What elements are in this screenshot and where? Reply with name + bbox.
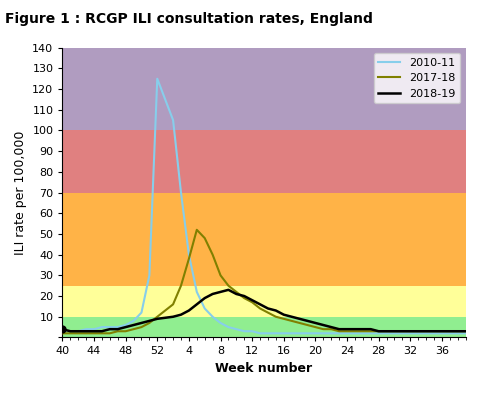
2018-19 (60, 327, 65, 331)
2010-11 (455, 331, 461, 336)
2010-11 (289, 331, 295, 336)
2010-11 (360, 331, 366, 336)
2010-11 (123, 323, 129, 328)
2010-11 (265, 331, 271, 336)
2010-11 (226, 325, 231, 330)
2010-11 (107, 325, 113, 330)
X-axis label: Week number: Week number (216, 362, 312, 375)
2010-11 (99, 325, 105, 330)
Text: Figure 1 : RCGP ILI consultation rates, England: Figure 1 : RCGP ILI consultation rates, … (5, 12, 372, 26)
Y-axis label: ILI rate per 100,000: ILI rate per 100,000 (14, 130, 27, 255)
2010-11 (297, 331, 302, 336)
2010-11 (257, 331, 263, 336)
2010-11 (170, 118, 176, 122)
2010-11 (75, 329, 81, 333)
2010-11 (241, 329, 247, 333)
2010-11 (186, 252, 192, 257)
2010-11 (321, 331, 326, 336)
2010-11 (194, 289, 200, 294)
2010-11 (368, 331, 373, 336)
2018-19 (344, 327, 350, 331)
Line: 2010-11: 2010-11 (62, 79, 473, 333)
2010-11 (336, 331, 342, 336)
Line: 2017-18: 2017-18 (62, 230, 473, 333)
2018-19 (273, 308, 279, 313)
2017-18 (265, 310, 271, 315)
2010-11 (312, 331, 318, 336)
2018-19 (297, 316, 302, 321)
2018-19 (217, 289, 223, 294)
2010-11 (249, 329, 255, 333)
Bar (62, 131, 466, 193)
2010-11 (470, 331, 476, 336)
2010-11 (146, 273, 152, 278)
2010-11 (60, 329, 65, 333)
2010-11 (344, 331, 350, 336)
2018-19 (99, 329, 105, 333)
2010-11 (83, 327, 89, 331)
Bar (62, 317, 466, 337)
2018-19 (470, 329, 476, 333)
Legend: 2010-11, 2017-18, 2018-19: 2010-11, 2017-18, 2018-19 (373, 53, 460, 103)
2010-11 (131, 318, 136, 323)
2010-11 (155, 76, 160, 81)
2017-18 (447, 329, 453, 333)
2017-18 (91, 331, 97, 336)
2017-18 (336, 329, 342, 333)
Bar (62, 286, 466, 317)
2010-11 (178, 190, 184, 195)
2017-18 (217, 273, 223, 278)
Bar (62, 48, 466, 131)
2017-18 (470, 329, 476, 333)
2017-18 (60, 331, 65, 336)
2010-11 (328, 331, 334, 336)
Line: 2018-19: 2018-19 (62, 290, 473, 331)
2010-11 (67, 329, 73, 333)
2010-11 (139, 310, 144, 315)
2010-11 (463, 331, 468, 336)
2010-11 (202, 306, 207, 311)
2017-18 (321, 327, 326, 331)
2018-19 (328, 325, 334, 330)
2010-11 (217, 321, 223, 326)
2010-11 (91, 327, 97, 331)
2018-19 (226, 287, 231, 292)
2010-11 (115, 325, 120, 330)
2010-11 (281, 331, 287, 336)
2010-11 (233, 327, 239, 331)
2010-11 (273, 331, 279, 336)
2017-18 (194, 227, 200, 232)
Bar (62, 193, 466, 286)
2010-11 (210, 314, 216, 319)
2010-11 (305, 331, 311, 336)
2018-19 (67, 329, 73, 333)
2010-11 (352, 331, 358, 336)
